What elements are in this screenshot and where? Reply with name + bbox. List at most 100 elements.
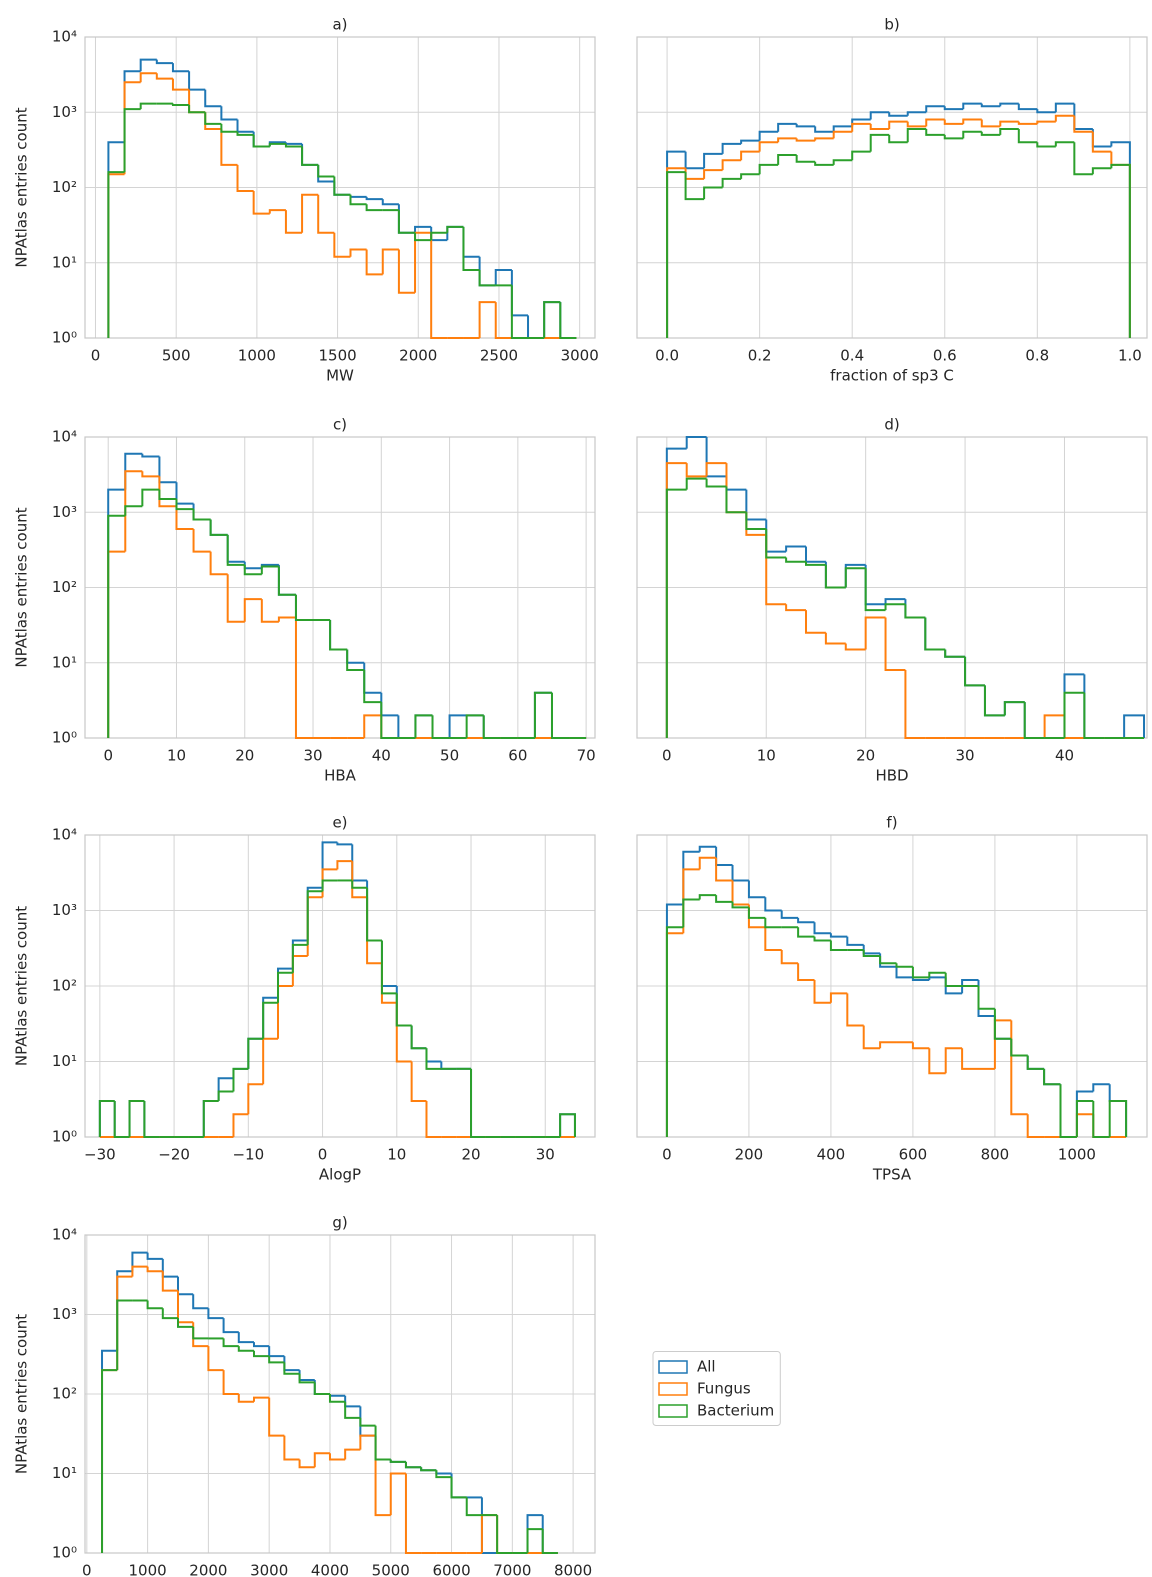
histogram-step xyxy=(321,879,338,892)
x-tick-label: 40 xyxy=(1055,747,1074,765)
y-tick-label: 10² xyxy=(52,977,77,995)
histogram-step xyxy=(425,1048,442,1063)
histogram-step xyxy=(450,1477,467,1499)
histogram-step xyxy=(450,1473,467,1499)
histogram-step xyxy=(107,173,125,338)
histogram-step xyxy=(925,128,945,136)
histogram-step xyxy=(813,922,831,935)
histogram-step xyxy=(268,1346,285,1358)
histogram-step xyxy=(832,125,853,132)
histogram-step xyxy=(397,249,416,294)
histogram-step xyxy=(359,1406,376,1437)
histogram-step xyxy=(410,1025,427,1050)
histogram-step xyxy=(192,528,211,553)
histogram-step xyxy=(862,949,881,957)
x-tick-label: 0 xyxy=(82,1562,92,1577)
panel: 10⁰ 10¹ 10² 10³ 10⁴ NPAtlas entries count 0 100… xyxy=(13,1214,596,1577)
histogram-step xyxy=(764,927,782,951)
histogram-step xyxy=(494,302,512,339)
histogram-step xyxy=(141,488,160,507)
histogram-step xyxy=(1010,1020,1028,1116)
histogram-step xyxy=(146,1266,163,1273)
panel: 10⁰ 10¹ 10² 10³ 10⁴ NPAtlas entries count 0 500… xyxy=(13,16,599,385)
histogram-step xyxy=(851,122,871,132)
histogram-step xyxy=(1073,115,1093,133)
histogram-step xyxy=(480,1514,498,1553)
histogram-step xyxy=(844,567,866,588)
histogram-step xyxy=(888,112,908,117)
histogram-step xyxy=(526,1514,543,1553)
histogram-step xyxy=(397,210,416,234)
histogram-step xyxy=(175,482,194,505)
histogram-step xyxy=(317,194,335,234)
histogram-step xyxy=(666,150,686,338)
histogram-step xyxy=(363,670,382,704)
histogram-step xyxy=(1063,673,1085,738)
histogram-step xyxy=(207,1308,224,1320)
histogram-step xyxy=(943,134,964,140)
histogram-step xyxy=(268,209,286,214)
histogram-step xyxy=(869,111,890,120)
panel: 10⁰ 10¹ 10² 10³ 10⁴ NPAtlas entries count −30 −… xyxy=(13,814,596,1184)
histogram-step xyxy=(143,1100,160,1138)
histogram-step xyxy=(404,1473,422,1554)
histogram-step xyxy=(171,78,190,91)
histogram-step xyxy=(107,514,126,738)
x-tick-label: 1000 xyxy=(1058,1146,1096,1164)
histogram-step xyxy=(684,172,705,201)
histogram-step xyxy=(188,89,206,114)
histogram-step xyxy=(1063,715,1085,739)
histogram-step xyxy=(243,561,262,570)
x-tick-label: 30 xyxy=(536,1146,555,1164)
histogram-step xyxy=(141,471,160,478)
histogram-step xyxy=(550,692,570,739)
histogram-step xyxy=(1063,691,1085,738)
y-tick-label: 10¹ xyxy=(52,653,77,671)
histogram-step xyxy=(366,887,382,942)
histogram-step xyxy=(1123,714,1146,738)
histogram-step xyxy=(884,603,906,611)
histogram-step xyxy=(895,966,913,979)
histogram-step xyxy=(685,463,707,478)
histogram-step xyxy=(107,550,126,738)
histogram-step xyxy=(879,955,897,965)
histogram-step xyxy=(204,112,222,130)
histogram-step xyxy=(1036,120,1056,124)
histogram-step xyxy=(797,917,815,924)
histogram-step xyxy=(895,963,913,968)
panel: 0.0 0.2 0.4 0.6 0.8 1.0 fraction of sp3 C b) xyxy=(636,16,1148,385)
histogram-step xyxy=(846,936,864,946)
histogram-step xyxy=(740,150,760,161)
histogram-step xyxy=(906,121,927,128)
histogram-step xyxy=(832,159,853,165)
histogram-step xyxy=(313,1452,330,1468)
y-tick-label: 10⁰ xyxy=(52,729,77,747)
histogram-step xyxy=(283,1435,300,1461)
y-tick-label: 10² xyxy=(52,1385,77,1403)
histogram-step xyxy=(698,894,717,900)
histogram-step xyxy=(465,1497,482,1517)
histogram-step xyxy=(192,1322,209,1348)
histogram-step xyxy=(381,199,399,206)
histogram-step xyxy=(961,1048,979,1070)
histogram-step xyxy=(745,489,767,521)
y-tick-label: 10⁰ xyxy=(52,329,77,347)
histogram-step xyxy=(795,155,816,163)
histogram-step xyxy=(1017,103,1038,111)
histogram-step xyxy=(814,137,834,141)
histogram-step xyxy=(171,63,190,73)
histogram-step xyxy=(1017,128,1038,144)
histogram-step xyxy=(543,301,561,338)
histogram-step xyxy=(795,138,816,142)
histogram-step xyxy=(944,1047,963,1074)
histogram-step xyxy=(559,302,577,339)
histogram-step xyxy=(237,1394,254,1403)
axes-frame xyxy=(84,1234,596,1554)
histogram-step xyxy=(721,159,742,171)
histogram-step xyxy=(747,880,766,899)
histogram-step xyxy=(277,566,296,596)
histogram-step xyxy=(410,1025,427,1050)
histogram-step xyxy=(962,102,982,110)
x-tick-label: 0 xyxy=(662,1146,672,1164)
histogram-step xyxy=(665,462,687,738)
